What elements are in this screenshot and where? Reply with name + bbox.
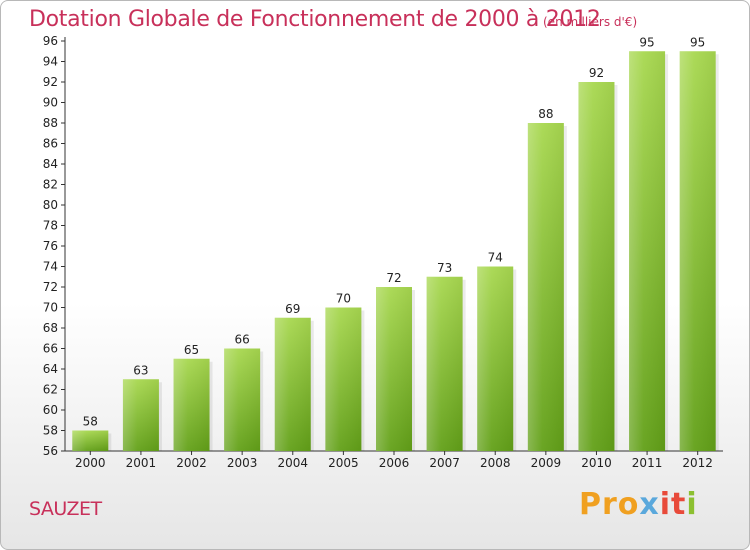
x-tick-label: 2005: [328, 456, 359, 470]
data-label: 73: [437, 261, 452, 275]
bar-shine: [325, 307, 362, 451]
data-label: 69: [285, 302, 300, 316]
y-tick-label: 68: [43, 321, 58, 335]
logo-part-4: i: [686, 487, 698, 522]
proxiti-logo: Proxiti: [579, 487, 698, 522]
y-tick-label: 62: [43, 383, 58, 397]
bar-shine: [122, 379, 159, 451]
x-tick-label: 2010: [581, 456, 612, 470]
y-tick-label: 90: [43, 96, 58, 110]
data-label: 70: [336, 292, 351, 306]
bar-shine: [224, 348, 261, 451]
data-label: 88: [538, 107, 553, 121]
x-tick-label: 2000: [75, 456, 106, 470]
bar-shine: [578, 82, 615, 451]
y-tick-label: 70: [43, 301, 58, 315]
x-tick-label: 2004: [277, 456, 308, 470]
y-tick-label: 94: [43, 55, 58, 69]
y-tick-label: 84: [43, 157, 58, 171]
chart-subtitle: (en milliers d'€): [543, 15, 638, 29]
bar-shine: [679, 51, 716, 451]
logo-part-3: it: [659, 487, 687, 522]
y-tick-label: 76: [43, 239, 58, 253]
x-tick-label: 2003: [227, 456, 258, 470]
y-tick-label: 66: [43, 342, 58, 356]
data-label: 72: [386, 271, 401, 285]
bar-shine: [426, 276, 463, 451]
y-tick-label: 58: [43, 424, 58, 438]
x-tick-label: 2012: [682, 456, 713, 470]
x-tick-label: 2009: [531, 456, 562, 470]
y-tick-label: 74: [43, 260, 58, 274]
logo-part-2: x: [639, 487, 660, 522]
x-tick-label: 2011: [632, 456, 663, 470]
bars: 58 63 65 66 69 70 72 73 74 88 92 95 95: [72, 35, 719, 451]
axes: 56 58 60 62 64 66 68 70 72 74 76 78 80 82 84 86 88 90 92 94…: [43, 34, 723, 470]
x-tick-label: 2006: [379, 456, 410, 470]
y-tick-label: 80: [43, 198, 58, 212]
bar-shine: [629, 51, 666, 451]
bar-shine: [173, 358, 210, 451]
y-tick-label: 88: [43, 116, 58, 130]
bar-shine: [376, 287, 412, 451]
x-tick-label: 2002: [176, 456, 207, 470]
data-label: 74: [488, 251, 503, 265]
data-label: 92: [589, 66, 604, 80]
chart-title: Dotation Globale de Fonctionnement de 20…: [29, 7, 601, 32]
y-tick-label: 64: [43, 362, 58, 376]
y-tick-label: 56: [43, 444, 58, 458]
data-label: 65: [184, 343, 199, 357]
data-label: 58: [83, 415, 98, 429]
x-tick-label: 2001: [126, 456, 157, 470]
bar-shine: [477, 266, 514, 451]
x-tick-label: 2007: [429, 456, 460, 470]
y-tick-label: 60: [43, 403, 58, 417]
bar-shine: [527, 123, 564, 451]
x-tick-label: 2008: [480, 456, 511, 470]
data-label: 66: [235, 333, 250, 347]
y-tick-label: 92: [43, 75, 58, 89]
y-tick-label: 78: [43, 219, 58, 233]
logo-part-1: Pro: [579, 487, 640, 522]
bar-shine: [72, 430, 109, 451]
commune-name: SAUZET: [29, 498, 102, 520]
y-tick-label: 86: [43, 137, 58, 151]
data-label: 63: [133, 363, 148, 377]
y-tick-label: 72: [43, 280, 58, 294]
data-label: 95: [690, 35, 705, 49]
y-tick-label: 82: [43, 178, 58, 192]
y-tick-label: 96: [43, 34, 58, 48]
data-label: 95: [639, 35, 654, 49]
bar-shine: [274, 317, 311, 451]
